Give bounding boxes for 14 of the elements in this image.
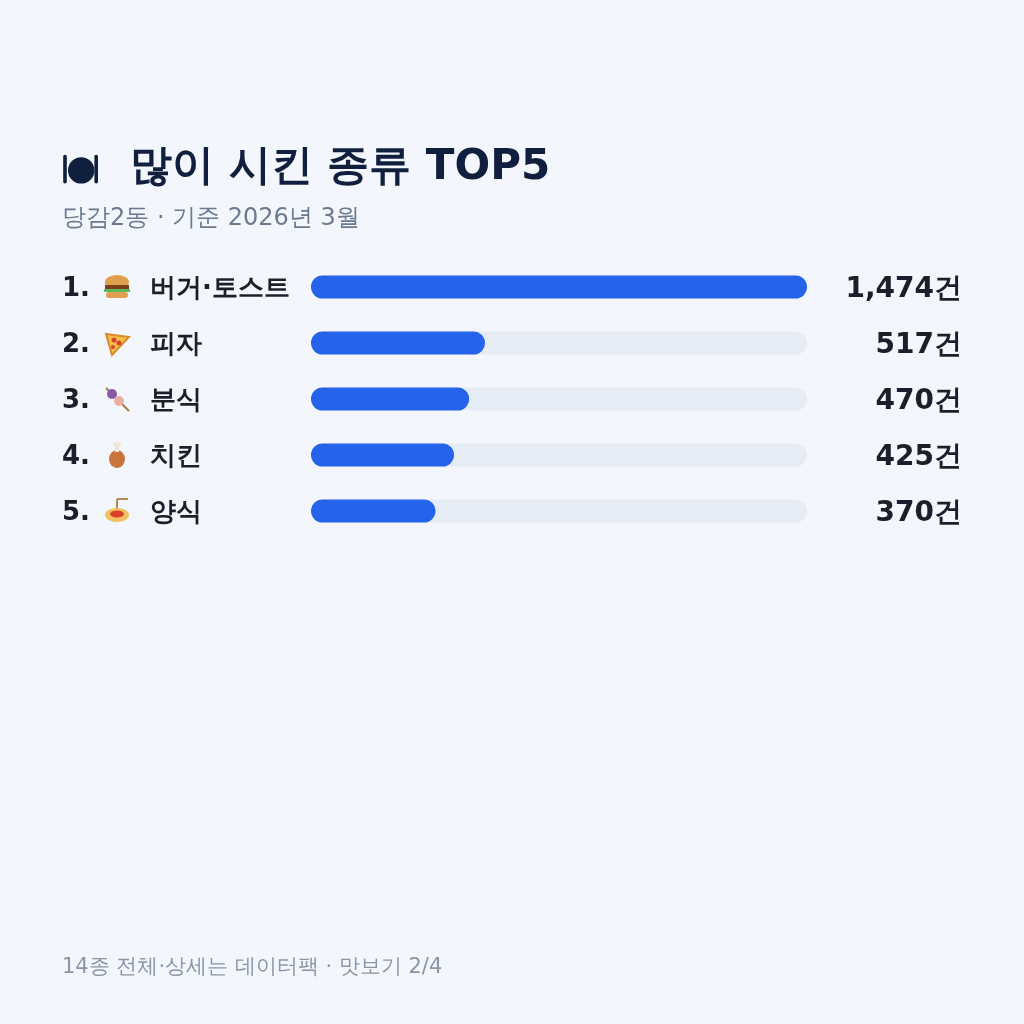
data-label: 425건 [875,438,962,472]
category-label: 2. 피자 [62,328,202,358]
category-label: 5. 양식 [62,496,202,526]
data-label: 470건 [875,382,962,416]
bar [311,499,436,523]
category-label: 3. 분식 [62,384,202,414]
chart-subtitle: 당감2동 · 기준 2026년 3월 [62,203,360,231]
category-label: 4. 치킨 [62,440,202,470]
data-label: 517건 [875,326,962,360]
text: 14종 전체·상세는 데이터팩 · 맛보기 2/4 [62,953,443,978]
data-label: 370건 [875,494,962,528]
data-label: 1,474건 [845,270,962,304]
chart-title: 많이 시킨 종류 TOP5 [130,139,551,189]
category-label: 1. 버거·토스트 [62,272,290,302]
